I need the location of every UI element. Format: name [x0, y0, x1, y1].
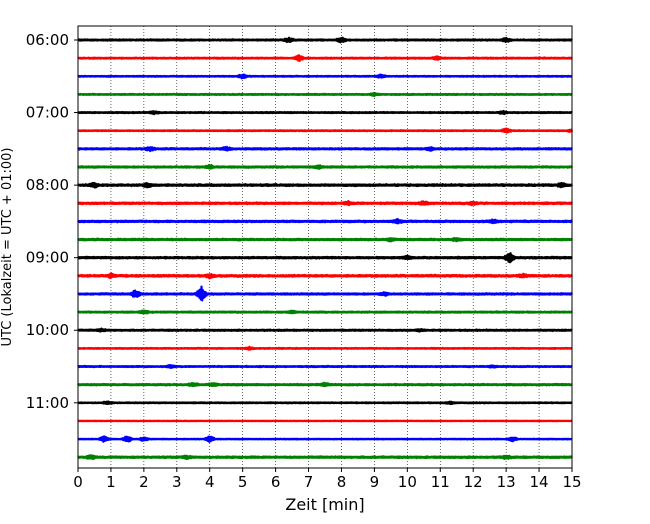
trace-0700 — [77, 109, 573, 116]
trace-0745 — [77, 163, 573, 170]
trace-0900 — [77, 252, 573, 264]
trace-0830 — [77, 217, 573, 225]
x-tick-label: 5 — [238, 473, 248, 491]
trace-1000 — [77, 327, 573, 333]
x-tick-label: 1 — [106, 473, 116, 491]
trace-0930 — [77, 285, 573, 302]
x-tick-label: 4 — [205, 473, 215, 491]
y-tick-label: 06:00 — [26, 31, 69, 49]
trace-0815 — [77, 199, 573, 207]
trace-1115 — [77, 419, 573, 423]
y-tick-label: 08:00 — [26, 176, 69, 194]
y-tick-label: 07:00 — [26, 104, 69, 122]
x-tick-label: 11 — [431, 473, 450, 491]
trace-0945 — [77, 309, 573, 315]
x-axis-ticks: 0 1 2 3 4 5 6 7 8 9 10 11 12 13 14 15 — [73, 468, 582, 491]
plot-frame — [77, 25, 573, 469]
trace-1130 — [77, 435, 573, 443]
trace-0600 — [77, 36, 573, 44]
trace-0615 — [77, 54, 573, 63]
x-tick-label: 9 — [370, 473, 380, 491]
y-tick-label: 11:00 — [26, 394, 69, 412]
x-tick-label: 15 — [562, 473, 581, 491]
x-tick-label: 10 — [398, 473, 417, 491]
trace-0715 — [77, 127, 574, 134]
trace-0730 — [77, 145, 573, 153]
trace-1100 — [77, 400, 573, 406]
y-axis-ticks: 06:00 07:00 08:00 09:00 10:00 11:00 — [26, 31, 78, 412]
x-axis-label: Zeit [min] — [285, 495, 364, 514]
trace-1030 — [77, 364, 573, 370]
x-tick-label: 0 — [73, 473, 83, 491]
trace-1145 — [77, 454, 573, 461]
trace-0915 — [77, 272, 573, 280]
trace-0630 — [77, 73, 573, 80]
trace-0645 — [77, 91, 573, 98]
y-axis-label: UTC (Lokalzeit = UTC + 01:00) — [0, 148, 15, 347]
y-tick-label: 10:00 — [26, 321, 69, 339]
x-tick-label: 3 — [172, 473, 182, 491]
x-tick-label: 2 — [139, 473, 149, 491]
seismogram-traces — [77, 36, 574, 461]
trace-0800 — [77, 181, 573, 189]
trace-1015 — [77, 345, 573, 351]
x-tick-label: 7 — [304, 473, 314, 491]
x-tick-label: 13 — [497, 473, 516, 491]
x-tick-label: 6 — [271, 473, 281, 491]
trace-1045 — [77, 381, 573, 388]
x-tick-label: 8 — [337, 473, 347, 491]
x-tick-label: 14 — [530, 473, 549, 491]
y-tick-label: 09:00 — [26, 249, 69, 267]
trace-0845 — [77, 236, 573, 243]
x-tick-label: 12 — [464, 473, 483, 491]
